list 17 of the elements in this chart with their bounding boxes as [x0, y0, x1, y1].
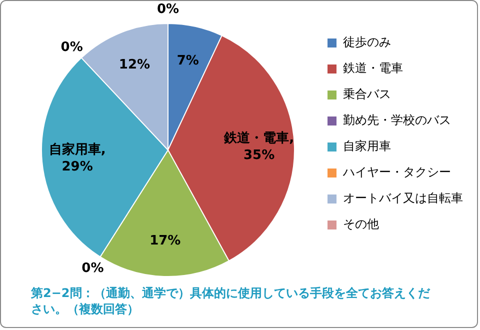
- data-label: 自家用車, 29%: [48, 141, 106, 174]
- text: 第2−2問：（通勤、通学で）具体的に使用している手段を全てお答えください。（複数回答）: [31, 285, 431, 317]
- text: 0%: [156, 2, 180, 17]
- text: 0%: [82, 261, 104, 276]
- legend-label: 徒歩のみ: [343, 35, 391, 50]
- data-label: 鉄道・電車, 35%: [223, 131, 294, 164]
- legend-label: 勤め先・学校のバス: [343, 113, 451, 128]
- legend-label: 自家用車: [343, 139, 391, 154]
- data-label: 12%: [118, 58, 150, 73]
- legend-label: その他: [343, 217, 379, 232]
- legend-label: ハイヤー・タクシー: [342, 165, 451, 180]
- data-label: 17%: [150, 233, 181, 248]
- legend-label: オートバイ又は自転車: [343, 191, 463, 206]
- data-label: 7%: [176, 53, 199, 68]
- text: 0%: [60, 40, 83, 55]
- legend-label: 鉄道・電車: [343, 61, 403, 76]
- legend-label: 乗合バス: [343, 87, 391, 102]
